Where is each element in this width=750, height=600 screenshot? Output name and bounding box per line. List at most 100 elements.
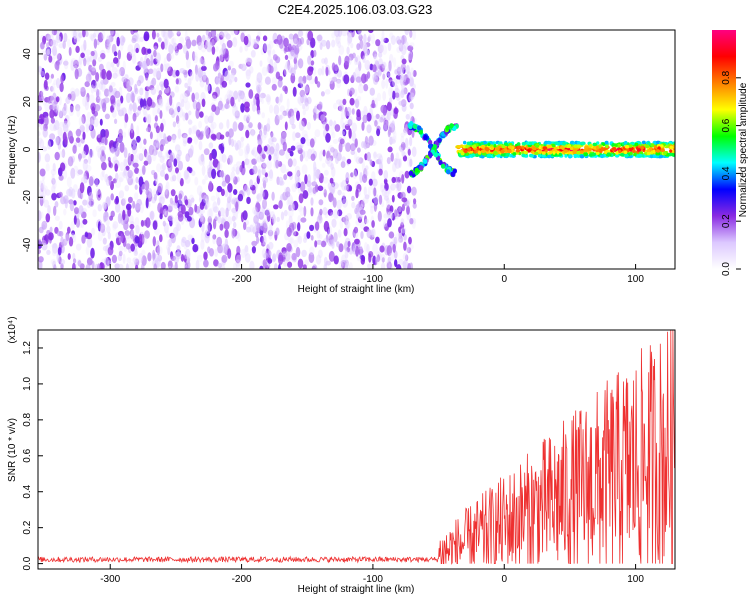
- heatmap-cell: [175, 167, 179, 174]
- heatmap-cell: [381, 188, 387, 197]
- heatmap-cell: [161, 162, 167, 171]
- heatmap-cell: [159, 234, 163, 243]
- heatmap-cell: [366, 151, 372, 162]
- heatmap-cell: [110, 146, 115, 154]
- heatmap-cell: [95, 72, 100, 82]
- heatmap-cell: [240, 63, 246, 70]
- heatmap-cell: [507, 149, 512, 153]
- heatmap-cell: [205, 223, 210, 235]
- heatmap-cell: [313, 112, 317, 121]
- heatmap-cell: [646, 151, 651, 156]
- heatmap-cell: [262, 176, 269, 184]
- heatmap-cell: [43, 79, 48, 90]
- heatmap-cell: [566, 144, 572, 148]
- heatmap-cell: [324, 211, 328, 219]
- heatmap-cell: [398, 43, 404, 52]
- heatmap-cell: [125, 79, 131, 88]
- heatmap-cell: [221, 80, 228, 88]
- heatmap-cell: [60, 74, 64, 85]
- heatmap-cell: [576, 141, 581, 145]
- heatmap-cell: [404, 30, 410, 36]
- heatmap-cell: [231, 197, 238, 203]
- heatmap-cell: [381, 45, 388, 55]
- heatmap-cell: [207, 246, 211, 254]
- heatmap-cell: [156, 132, 163, 141]
- heatmap-cell: [347, 240, 351, 248]
- heatmap-cell: [310, 207, 314, 217]
- heatmap-cell: [122, 197, 127, 204]
- heatmap-cell: [327, 208, 334, 216]
- heatmap-cell: [350, 149, 356, 156]
- heatmap-cell: [209, 112, 215, 120]
- heatmap-cell: [302, 190, 309, 199]
- heatmap-cell: [349, 97, 355, 106]
- heatmap-cell: [338, 142, 343, 153]
- heatmap-cell: [160, 261, 166, 269]
- heatmap-cell: [376, 153, 383, 159]
- heatmap-cell: [143, 236, 148, 244]
- heatmap-cell: [289, 237, 293, 245]
- heatmap-cell: [391, 194, 395, 203]
- heatmap-cell: [52, 39, 57, 46]
- heatmap-cell: [295, 132, 301, 139]
- heatmap-cell: [38, 104, 42, 110]
- heatmap-cell: [313, 166, 318, 177]
- heatmap-cell: [302, 109, 306, 116]
- heatmap-cell: [132, 102, 137, 113]
- heatmap-cell: [140, 219, 145, 227]
- heatmap-cell: [81, 150, 87, 159]
- heatmap-cell: [303, 237, 307, 243]
- heatmap-cell: [210, 195, 216, 202]
- heatmap-cell: [204, 41, 210, 51]
- heatmap-cell: [371, 171, 376, 182]
- heatmap-cell: [292, 131, 296, 142]
- heatmap-cell: [301, 164, 308, 175]
- heatmap-cell: [38, 141, 42, 148]
- heatmap-cell: [383, 120, 389, 131]
- heatmap-cell: [38, 238, 42, 245]
- heatmap-cell: [364, 48, 370, 57]
- heatmap-cell: [221, 153, 227, 163]
- heatmap-cell: [196, 254, 203, 263]
- heatmap-cell: [327, 181, 334, 191]
- heatmap-cell: [400, 63, 407, 71]
- heatmap-cell: [217, 197, 221, 206]
- heatmap-cell: [389, 136, 393, 145]
- heatmap-cell: [63, 103, 67, 111]
- heatmap-cell: [141, 183, 146, 193]
- heatmap-cell: [175, 251, 181, 259]
- heatmap-cell: [411, 129, 415, 138]
- heatmap-cell: [259, 94, 263, 103]
- heatmap-cell: [385, 211, 390, 218]
- heatmap-cell: [145, 197, 149, 209]
- heatmap-cell: [160, 83, 164, 91]
- heatmap-cell: [306, 231, 311, 239]
- heatmap-cell: [199, 72, 203, 83]
- heatmap-cell: [318, 249, 323, 259]
- heatmap-cell: [69, 200, 75, 212]
- heatmap-cell: [73, 36, 79, 44]
- heatmap-cell: [168, 44, 174, 55]
- heatmap-cell: [285, 220, 289, 230]
- heatmap-cell: [195, 72, 200, 82]
- heatmap-cell: [104, 39, 109, 50]
- heatmap-cell: [50, 258, 57, 265]
- colorbar-label: Normalized spectral amplitude: [738, 82, 749, 217]
- heatmap-cell: [263, 145, 268, 152]
- heatmap-cell: [600, 147, 605, 151]
- heatmap-cell: [97, 132, 101, 139]
- y-tick-label: 0.0: [22, 556, 33, 570]
- heatmap-cell: [75, 128, 82, 137]
- heatmap-cell: [70, 103, 74, 113]
- heatmap-cell: [378, 155, 384, 165]
- y-tick-label: 0.6: [22, 448, 33, 462]
- heatmap-cell: [88, 192, 93, 201]
- heatmap-cell: [79, 182, 85, 194]
- heatmap-cell: [306, 180, 312, 188]
- heatmap-cell: [397, 36, 403, 47]
- heatmap-cell: [231, 166, 235, 173]
- heatmap-cell: [145, 115, 151, 124]
- heatmap-cell: [187, 69, 193, 77]
- heatmap-cell: [409, 102, 414, 110]
- heatmap-cell: [212, 91, 218, 99]
